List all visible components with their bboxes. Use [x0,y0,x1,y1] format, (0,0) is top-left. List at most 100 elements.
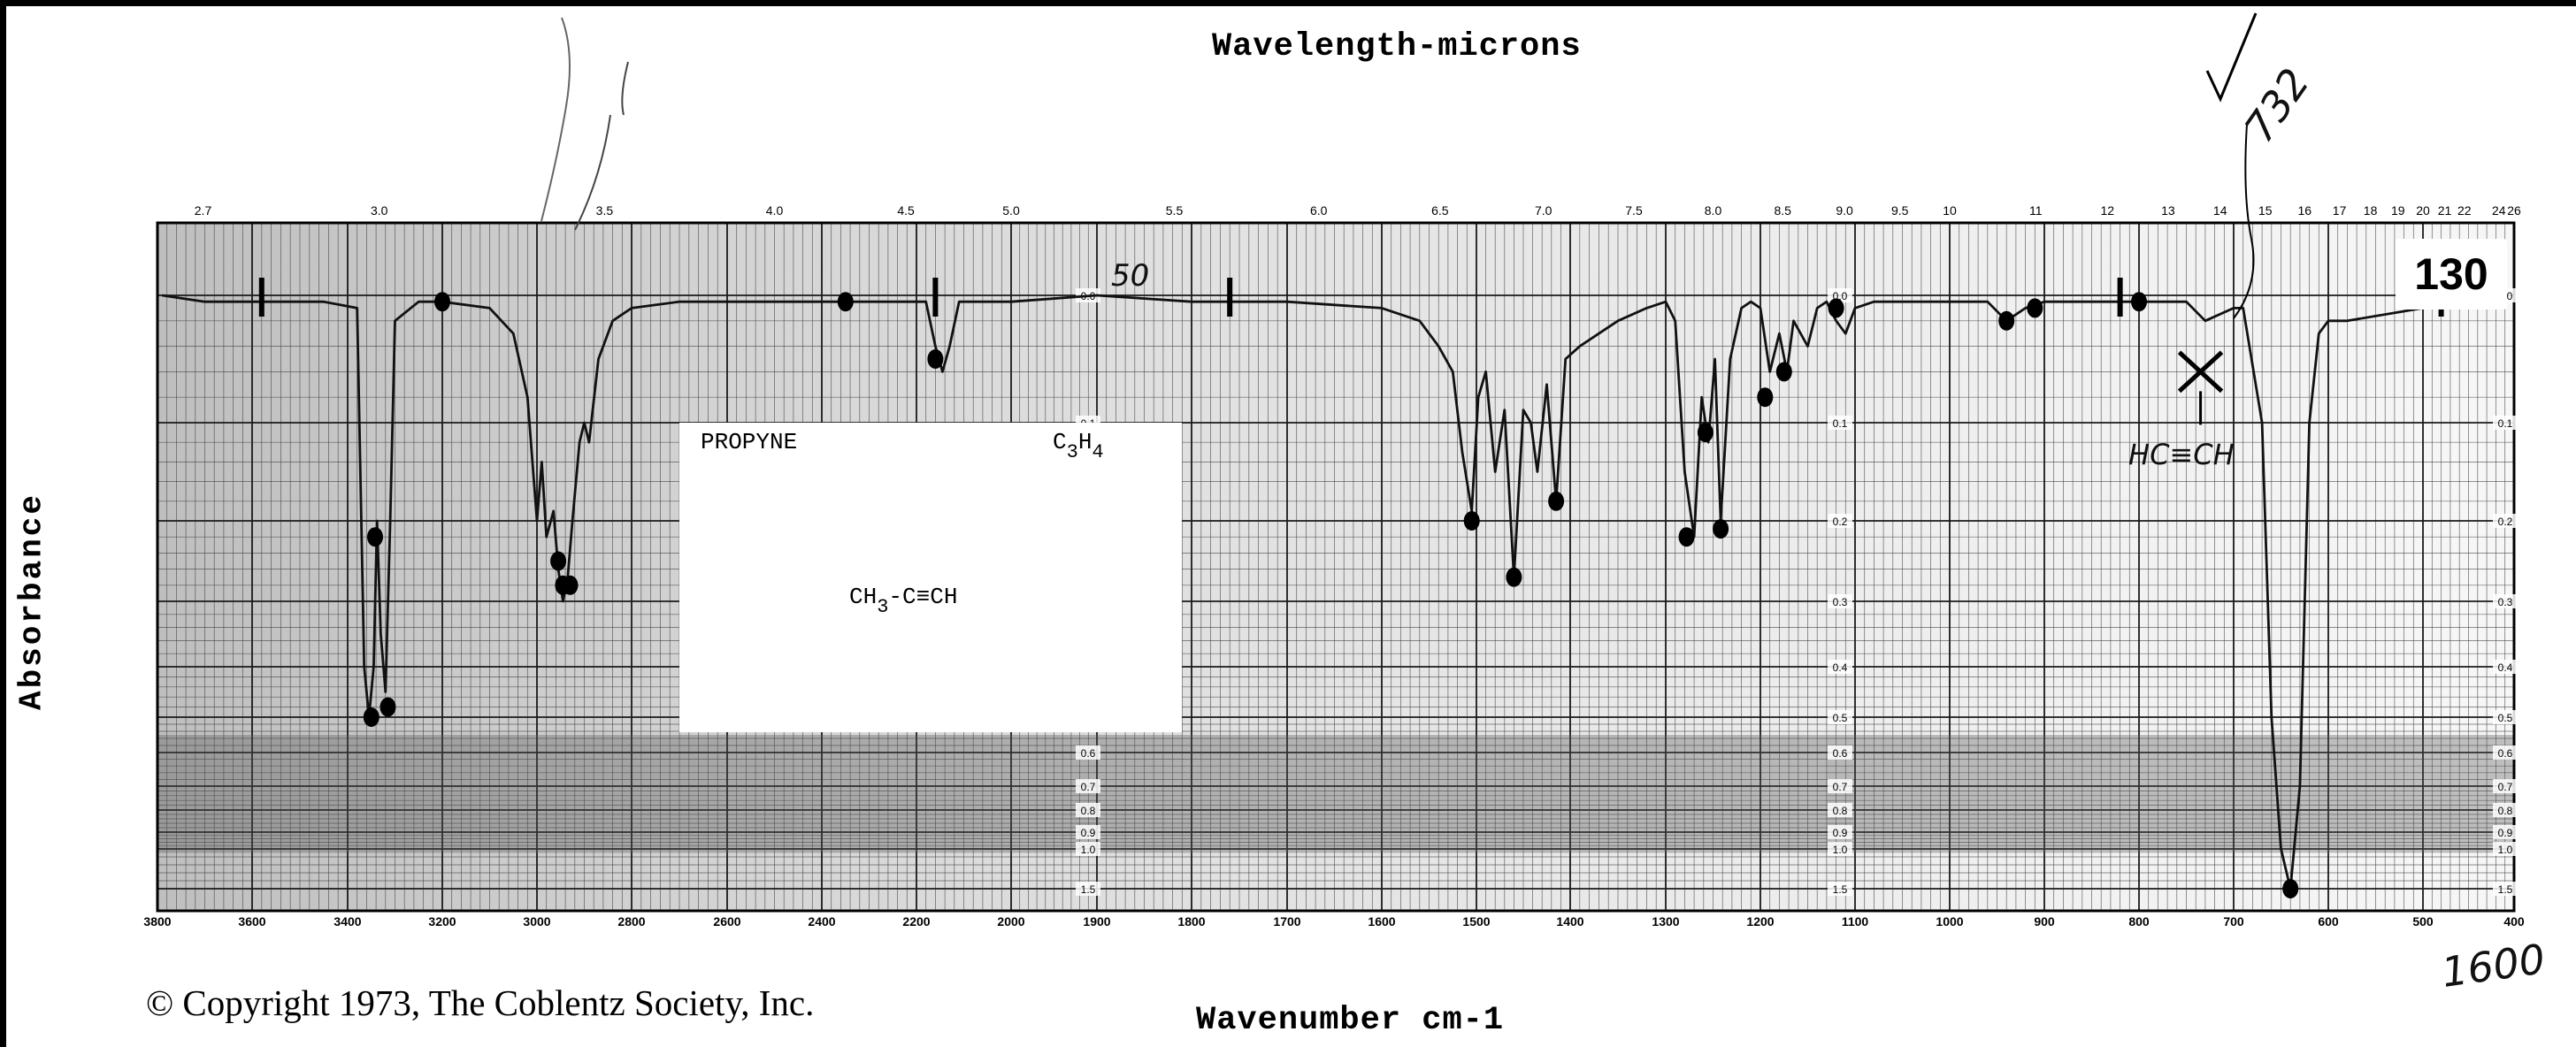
y-tick-label: 1.0 [1833,844,1848,856]
y-tick-label-bg [1076,882,1100,896]
y-tick-label-bg [2493,803,2518,817]
y-tick-label: 0.2 [1833,516,1848,528]
y-tick-label-bg [2493,594,2518,608]
top-tick-label: 6.0 [1310,203,1328,218]
pen-dot [562,575,579,595]
top-tick-label: 6.5 [1431,203,1449,218]
x-tick-label: 3600 [238,914,265,929]
pen-dot [837,292,854,312]
top-tick-label: 20 [2416,203,2430,218]
y-tick-label: 0.7 [2498,781,2513,793]
y-tick-label: 1.5 [2498,883,2513,896]
left-border [0,0,6,1047]
top-tick-label: 14 [2213,203,2227,218]
x-tick-label: 700 [2223,914,2244,929]
pen-dot [1998,310,2015,331]
y-tick-label-bg [2493,514,2518,528]
y-tick-label-bg [1076,803,1100,817]
pen-markers [363,292,2299,898]
pencil-stroke [574,114,611,231]
plot-frame [156,221,2516,913]
top-tick-label: 4.0 [766,203,784,218]
x-tick-label: 600 [2318,914,2339,929]
x-tick-label: 2000 [997,914,1024,929]
y-tick-label-bg [1076,779,1100,793]
top-tick-label: 12 [2101,203,2115,218]
y-tick-label: 1.5 [1081,883,1096,896]
y-tick-label-bg [1076,842,1100,856]
y-tick-label: 0.1 [1833,417,1848,430]
top-tick-label: 2.7 [195,203,212,218]
y-tick-label-bg [1828,745,1852,760]
pen-dot [2027,298,2043,318]
top-tick-label: 10 [1943,203,1957,218]
y-tick-label: 1.5 [1833,883,1848,896]
top-tick-label: 19 [2391,203,2405,218]
top-tick-label: 4.5 [897,203,915,218]
axes [156,221,2516,913]
pen-dot [367,527,383,547]
y-tick-label-bg [2493,779,2518,793]
y-tick-label: 0.8 [1833,805,1848,817]
pen-dot [1506,567,1522,587]
top-tick-label: 3.0 [371,203,388,218]
top-tick-label: 18 [2364,203,2378,218]
y-axis-title-wrap: Absorbance [5,493,58,710]
pen-dot [550,551,567,571]
pen-dot [2282,879,2299,898]
top-tick-label: 5.0 [1002,203,1020,218]
y-tick-label-bg [1828,660,1852,674]
x-tick-label: 3800 [143,914,171,929]
x-tick-label: 1800 [1177,914,1205,929]
top-tick-label: 26 [2507,203,2521,218]
dark-band [157,735,2514,853]
copyright-notice: © Copyright 1973, The Coblentz Society, … [146,982,815,1023]
pen-dot [1828,298,1844,318]
y-tick-label-bg [1828,594,1852,608]
y-tick-label-bg [2493,825,2518,839]
x-tick-label: 1200 [1746,914,1774,929]
pencil-stroke [540,17,571,222]
y-tick-label: 0.3 [1833,596,1848,608]
x-tick-label: 1100 [1842,914,1869,929]
x-tick-label: 3200 [428,914,456,929]
x-tick-label: 1900 [1083,914,1110,929]
y-tick-label: 0.1 [2498,417,2513,430]
x-tick-label: 3000 [523,914,550,929]
y-tick-label: 0.5 [2498,712,2513,724]
handwritten-marks [258,12,2444,425]
y-tick-label-bg [1828,842,1852,856]
y-tick-label: 1.0 [2498,844,2513,856]
plot-shading [157,223,2514,911]
check-mark [2205,12,2258,103]
y-tick-label: 0.8 [1081,805,1096,817]
y-axis-title: Absorbance [13,492,50,711]
y-tick-label: 1.0 [1081,844,1096,856]
y-tick-label: 0.6 [1081,747,1096,760]
x-tick-label: 2600 [713,914,740,929]
y-tick-label: 0.3 [2498,596,2513,608]
x-tick-label: 1500 [1462,914,1490,929]
y-tick-label-bg [1828,710,1852,724]
x-tick-label: 2800 [617,914,645,929]
pen-dot [1678,527,1695,547]
y-tick-label: 0.9 [1833,827,1848,839]
pen-dot [1713,519,1729,539]
x-tick-label: 500 [2412,914,2434,929]
pen-dot [927,349,944,369]
top-tick-label: 17 [2333,203,2347,218]
y-tick-label-bg [2493,745,2518,760]
pen-dot [1548,491,1565,511]
x-tick-label: 1300 [1652,914,1679,929]
x-tick-label: 400 [2503,914,2525,929]
y-tick-label-bg [1828,514,1852,528]
compound-label-card [679,423,1182,732]
y-tick-label-bg [1828,416,1852,430]
y-tick-label: 0.4 [2498,661,2513,674]
y-tick-label-bg [2493,842,2518,856]
y-tick-label: 0.6 [2498,747,2513,760]
x-tick-label: 3400 [334,914,361,929]
pen-dot [1463,511,1480,531]
